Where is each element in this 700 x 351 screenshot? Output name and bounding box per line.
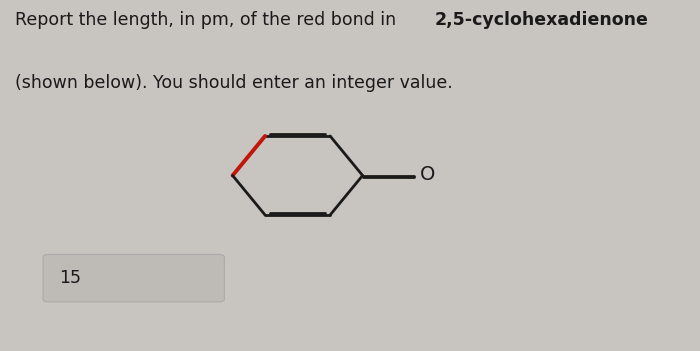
Text: 2,5-cyclohexadienone: 2,5-cyclohexadienone — [435, 11, 648, 28]
Text: (shown below). You should enter an integer value.: (shown below). You should enter an integ… — [15, 74, 453, 92]
FancyBboxPatch shape — [43, 254, 225, 302]
Text: Report the length, in pm, of the red bond in: Report the length, in pm, of the red bon… — [15, 11, 402, 28]
Text: O: O — [419, 165, 435, 184]
Text: 15: 15 — [59, 269, 80, 287]
